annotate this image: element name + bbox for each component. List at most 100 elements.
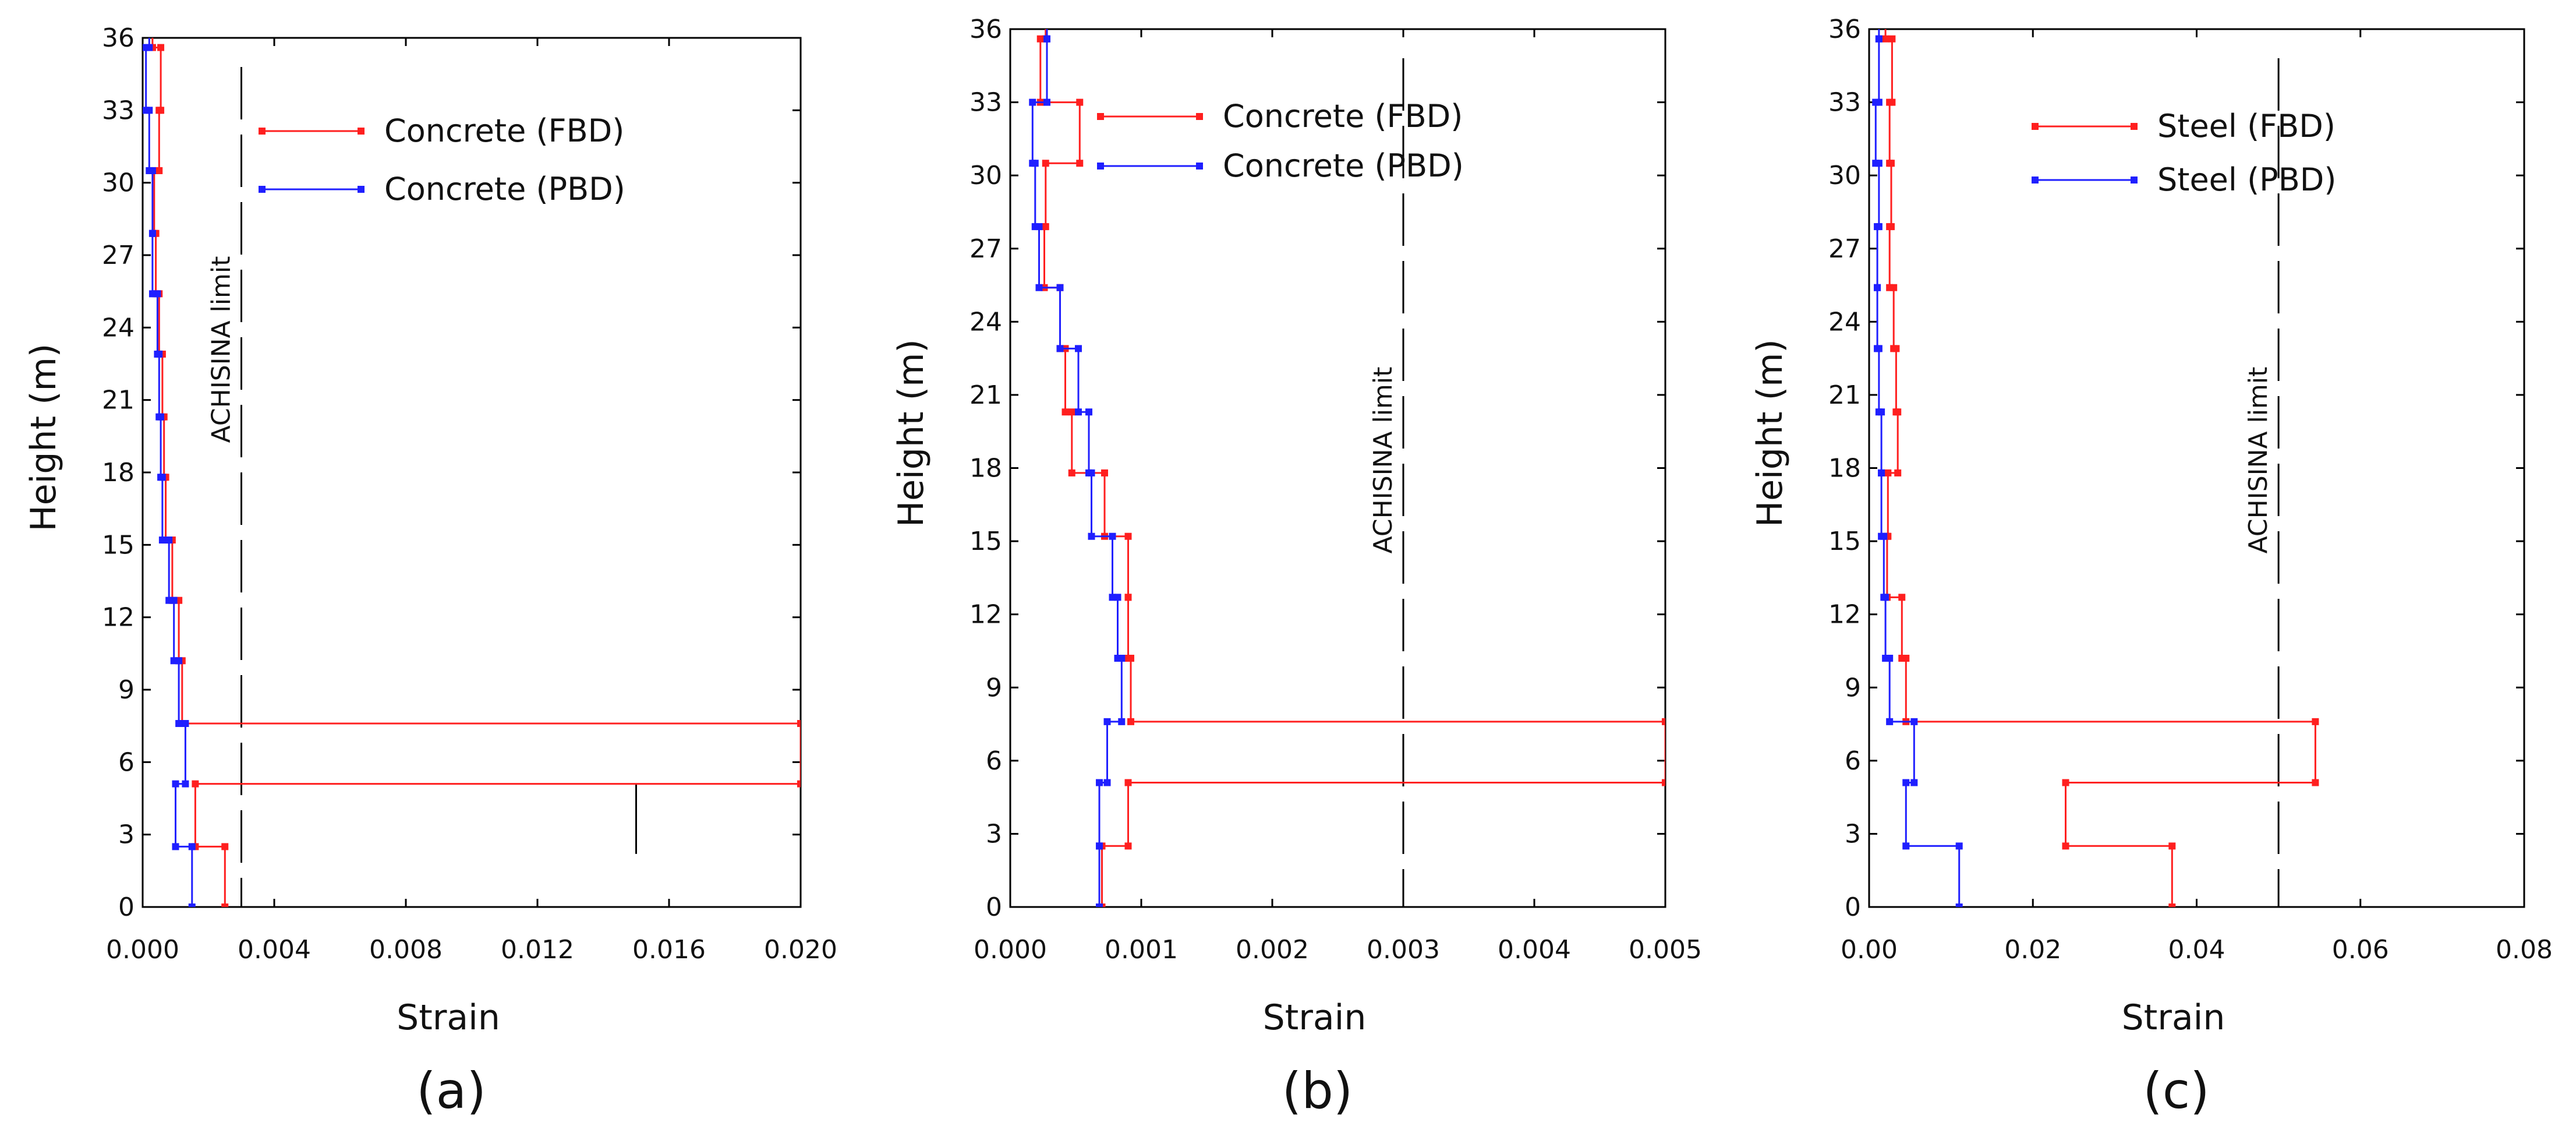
data-point [155,413,163,421]
x-tick-label: 0.004 [238,935,311,965]
y-tick-label: 6 [986,746,1002,776]
legend-marker [1196,113,1203,120]
y-tick-label: 9 [118,675,135,705]
data-point [1124,594,1132,601]
x-tick-label: 0.000 [106,935,179,965]
legend: Concrete (FBD) Concrete (PBD) [259,112,625,207]
data-point [1875,408,1883,416]
limit-label: ACHISINA limit [1368,367,1398,554]
series-pbd [1872,29,1963,907]
data-point [1886,160,1894,167]
data-point [155,167,163,174]
y-axis-title: Height (m) [891,339,932,527]
data-point [158,537,166,544]
data-point [1884,469,1892,477]
y-tick-label: 36 [969,15,1002,44]
legend-label: Steel (PBD) [2157,161,2336,198]
data-point [188,843,196,850]
data-point [1875,223,1883,231]
data-point [1662,718,1665,725]
data-point [182,720,189,728]
data-point [146,167,153,174]
data-point [1109,532,1116,540]
y-tick-label: 30 [102,168,135,198]
legend-marker [1196,163,1203,170]
data-point [1109,594,1116,601]
data-point [172,780,179,788]
x-tick-label: 0.004 [1498,935,1571,965]
data-point [1902,779,1910,786]
legend-marker [2131,177,2138,183]
y-tick-label: 24 [969,307,1002,337]
y-tick-label: 21 [102,386,135,415]
legend-marker [1097,113,1104,120]
y-tick-label: 18 [969,454,1002,483]
legend-marker [259,186,266,193]
data-point [1874,345,1881,352]
data-point [1878,469,1885,477]
data-point [182,780,189,788]
data-point [165,596,173,604]
y-tick-label: 21 [969,380,1002,410]
data-point [170,657,178,665]
data-point [1890,345,1898,352]
legend-marker [259,128,266,135]
data-point [1124,655,1132,662]
y-tick-label: 30 [969,161,1002,190]
x-tick-label: 0.08 [2496,935,2553,965]
data-point [1096,842,1103,850]
y-tick-label: 21 [1828,380,1861,410]
data-point [1103,718,1111,725]
data-point [1056,345,1064,352]
data-point [188,903,196,907]
legend-marker [2032,123,2039,130]
data-point [1892,408,1900,416]
data-point [1061,408,1069,416]
y-tick-label: 33 [1828,88,1861,118]
data-point [797,780,801,788]
data-point [143,107,150,114]
data-point [1910,779,1918,786]
y-tick-label: 3 [1845,819,1861,849]
data-point [1886,284,1894,291]
y-tick-label: 18 [1828,454,1861,483]
y-tick-label: 24 [102,313,135,343]
y-tick-label: 36 [102,23,135,53]
legend-label: Steel (FBD) [2157,108,2336,144]
data-point [157,107,165,114]
data-point [1101,469,1108,477]
x-axis-title: Strain [1263,997,1367,1038]
data-point [1888,98,1896,106]
legend-label: Concrete (PBD) [1223,147,1464,184]
y-tick-label: 0 [118,892,135,922]
data-point [1910,718,1918,725]
data-point [1076,98,1084,106]
data-point [1898,594,1906,601]
limit-label: ACHISINA limit [207,256,236,443]
data-point [1035,284,1043,291]
limit-label: ACHISINA limit [2244,367,2273,554]
data-point [1887,223,1895,231]
plot-content [143,38,801,907]
data-point [2168,903,2176,907]
y-tick-label: 27 [969,234,1002,264]
data-point [1902,842,1910,850]
x-tick-label: 0.00 [1841,935,1898,965]
y-tick-label: 15 [1828,527,1861,556]
data-point [2168,842,2176,850]
series-line [151,38,801,907]
legend-marker [358,128,365,135]
y-tick-label: 6 [1845,746,1861,776]
legend-marker [1097,163,1104,170]
y-tick-label: 36 [1828,15,1861,44]
series-fbd [1882,29,2319,907]
data-point [148,230,156,237]
plot-content [1872,29,2319,907]
data-point [1898,655,1906,662]
data-point [1118,718,1126,725]
data-point [2312,718,2319,725]
data-point [1886,718,1894,725]
data-point [1662,779,1665,786]
data-point [157,44,165,51]
